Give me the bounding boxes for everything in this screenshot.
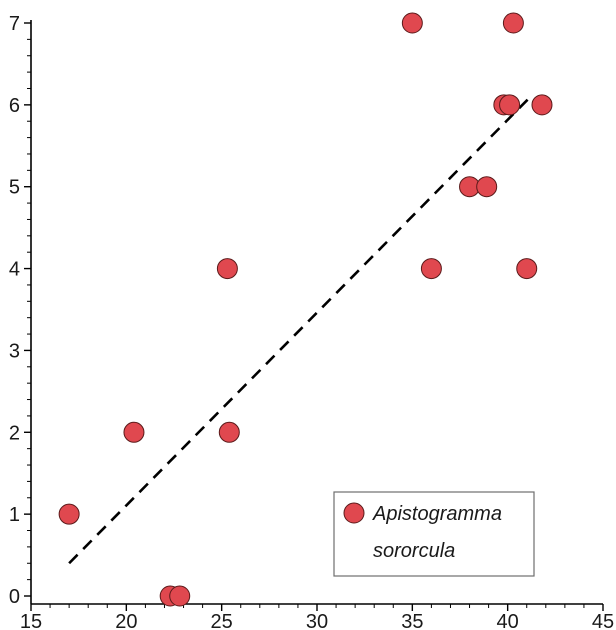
legend-box	[333, 491, 535, 577]
y-tick-label-2: 2	[9, 422, 20, 444]
y-tick-label-4: 4	[9, 259, 20, 281]
data-point	[401, 12, 423, 34]
legend-label-line2: sororcula	[373, 540, 455, 562]
y-tick-label-7: 7	[9, 13, 20, 35]
data-point	[169, 585, 191, 607]
x-tick-label-0: 15	[20, 611, 42, 630]
data-point	[476, 176, 498, 198]
x-tick-label-2: 25	[211, 611, 233, 630]
x-tick-label-1: 20	[115, 611, 137, 630]
y-tick-label-6: 6	[9, 95, 20, 117]
data-point	[531, 94, 553, 116]
data-points	[58, 12, 553, 607]
x-tick-label-5: 40	[497, 611, 519, 630]
x-tick-label-6: 45	[592, 611, 614, 630]
data-point	[58, 503, 80, 525]
y-axis-ticks: 0 1 2 3 4 5 6 7	[9, 13, 31, 608]
data-point	[216, 258, 238, 280]
x-axis-ticks: 15 20 25 30 35 40 45	[20, 604, 614, 630]
x-tick-label-3: 30	[306, 611, 328, 630]
data-point	[218, 421, 240, 443]
y-tick-label-0: 0	[9, 586, 20, 608]
x-tick-label-4: 35	[401, 611, 423, 630]
y-tick-label-3: 3	[9, 340, 20, 362]
data-point	[502, 12, 524, 34]
data-point	[420, 258, 442, 280]
trend-line	[68, 95, 532, 565]
legend-marker	[343, 502, 365, 524]
data-point	[499, 94, 521, 116]
y-tick-label-5: 5	[9, 177, 20, 199]
y-tick-label-1: 1	[9, 504, 20, 526]
legend-label-line1: Apistogramma	[372, 503, 502, 525]
data-point	[516, 258, 538, 280]
data-point	[123, 421, 145, 443]
legend: Apistogramma sororcula	[333, 491, 535, 577]
